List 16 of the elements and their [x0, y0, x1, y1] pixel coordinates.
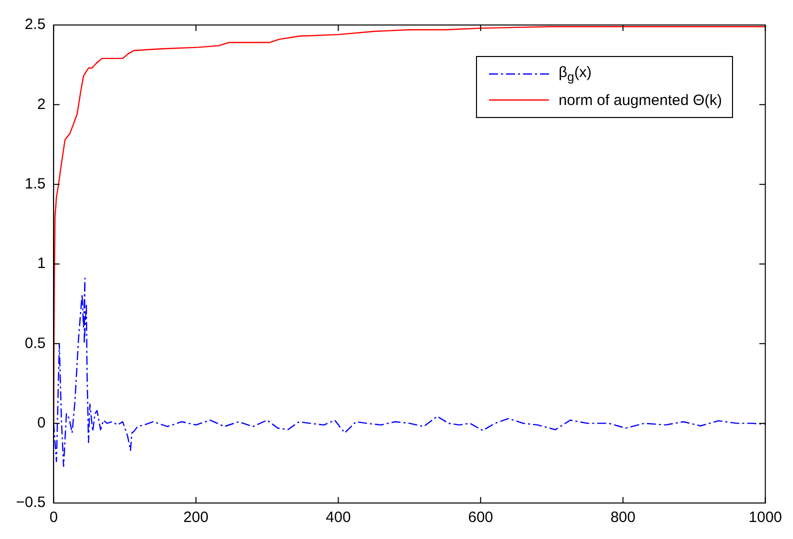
y-tick-label: 0.5: [24, 334, 46, 352]
legend-label: norm of augmented Θ(k): [558, 92, 722, 108]
y-tick-label: −0.5: [16, 494, 46, 512]
legend-label: β$_{g}$(x): [558, 64, 592, 84]
y-tick-label: 2: [37, 96, 46, 113]
x-tick-label: 600: [468, 509, 494, 526]
x-tick-label: 400: [326, 509, 351, 526]
y-tick-label: 1.5: [24, 175, 46, 192]
x-tick-label: 0: [49, 509, 58, 526]
x-tick-label: 1000: [748, 509, 782, 526]
y-tick-label: 2.5: [24, 16, 46, 34]
x-tick-label: 800: [610, 509, 636, 526]
line-series: [54, 278, 766, 467]
y-tick-label: 0: [37, 414, 46, 432]
y-tick-label: 1: [37, 255, 46, 272]
x-tick-label: 200: [183, 509, 208, 526]
